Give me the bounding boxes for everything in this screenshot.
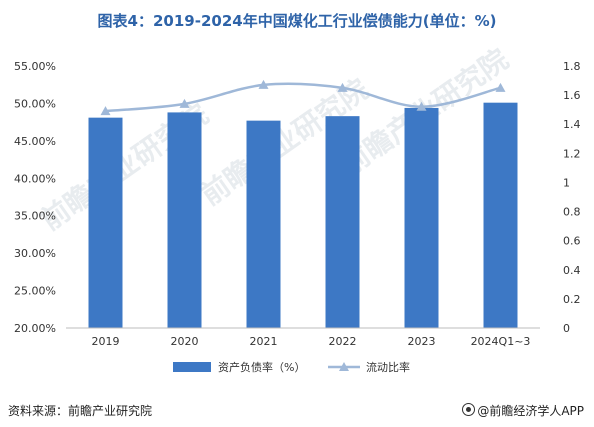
y-right-tick-label: 1.4 [563, 118, 581, 131]
y-right-tick-label: 0.4 [563, 264, 581, 277]
line-marker-2022 [337, 82, 348, 92]
brand-logo-icon [462, 403, 476, 416]
y-left-tick-label: 20.00% [14, 322, 56, 335]
line-current-ratio [105, 82, 501, 113]
legend-bar-label: 资产负债率（%） [218, 360, 305, 374]
y-left-tick-label: 55.00% [14, 60, 56, 73]
legend-line-marker [339, 362, 349, 371]
y-right-tick-label: 1.2 [563, 147, 581, 160]
bar-2022 [325, 116, 360, 328]
y-right-tick-label: 0.8 [563, 206, 581, 219]
y-left-tick-label: 30.00% [14, 247, 56, 260]
line-marker-2021 [258, 79, 269, 89]
bar-2023 [404, 107, 439, 328]
legend-line-label: 流动比率 [366, 360, 410, 374]
chart-title: 图表4：2019-2024年中国煤化工行业偿债能力(单位：%) [97, 12, 497, 30]
y-left-tick-label: 40.00% [14, 172, 56, 185]
x-tick-label: 2021 [250, 335, 278, 348]
y-left-tick-label: 25.00% [14, 285, 56, 298]
y-left-tick-label: 35.00% [14, 210, 56, 223]
bar-2019 [88, 117, 123, 328]
x-tick-label: 2019 [92, 335, 120, 348]
y-right-tick-label: 0.2 [563, 293, 581, 306]
x-tick-label: 2022 [329, 335, 357, 348]
x-tick-label: 2020 [171, 335, 199, 348]
y-right-tick-label: 1 [563, 176, 570, 189]
y-right-tick-label: 1.6 [563, 89, 581, 102]
y-right-tick-label: 0.6 [563, 235, 581, 248]
y-right-tick-label: 0 [563, 322, 570, 335]
line-marker-2023 [416, 101, 427, 111]
x-tick-label: 2023 [408, 335, 436, 348]
bar-2020 [167, 112, 202, 328]
brand-note: @前瞻经济学人APP [462, 402, 584, 419]
brand-text: @前瞻经济学人APP [477, 404, 584, 418]
y-left-tick-label: 45.00% [14, 135, 56, 148]
line-marker-2020 [179, 98, 190, 108]
bar-2024Q1~3 [483, 102, 518, 329]
source-note: 资料来源：前瞻产业研究院 [8, 404, 153, 418]
y-left-tick-label: 50.00% [14, 97, 56, 110]
legend-bar-swatch [173, 362, 211, 372]
bar-2021 [246, 120, 281, 328]
x-tick-label: 2024Q1~3 [471, 335, 531, 348]
line-marker-2024Q1~3 [495, 82, 506, 92]
y-right-tick-label: 1.8 [563, 60, 581, 73]
line-marker-2019 [100, 106, 111, 116]
